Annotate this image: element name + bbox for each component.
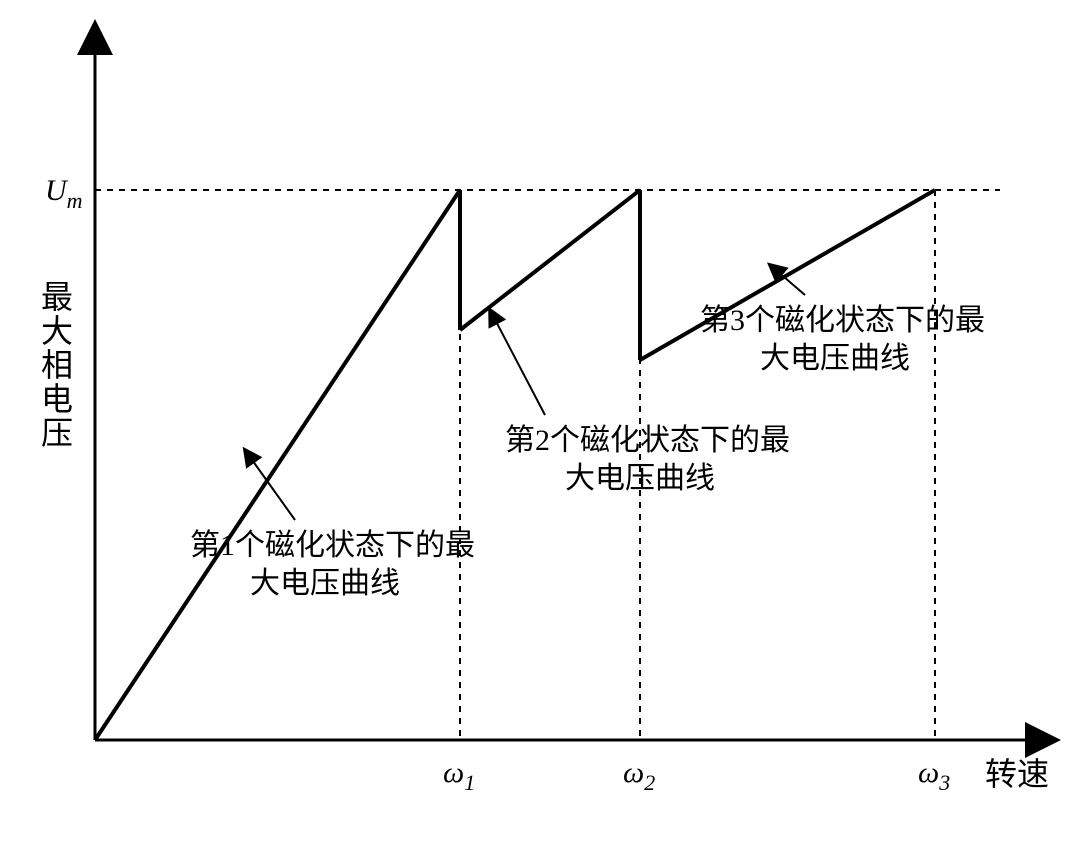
- x-axis-label: 转速: [985, 756, 1049, 792]
- annotation-3-text: 第3个磁化状态下的最 大电压曲线: [700, 304, 993, 375]
- x-tick-w3: ω3: [918, 756, 950, 795]
- y-tick-um: Um: [45, 174, 83, 213]
- annotation-2-text: 第2个磁化状态下的最 大电压曲线: [505, 424, 798, 495]
- annotation-arrow-1: [245, 450, 295, 520]
- chart-container: Um ω1 ω2 ω3 转速 第1个磁化状态下的最 大电压曲线 第2个磁化状态下…: [0, 0, 1087, 859]
- x-tick-w2: ω2: [623, 756, 655, 795]
- x-tick-w1: ω1: [443, 756, 475, 795]
- curve-1: [95, 190, 460, 740]
- annotation-arrow-2: [490, 310, 545, 415]
- y-axis-label: 最大相电压: [32, 280, 78, 450]
- curve-2: [460, 190, 640, 330]
- annotation-1-text: 第1个磁化状态下的最 大电压曲线: [190, 529, 483, 600]
- chart-svg: Um ω1 ω2 ω3 转速 第1个磁化状态下的最 大电压曲线 第2个磁化状态下…: [0, 0, 1087, 859]
